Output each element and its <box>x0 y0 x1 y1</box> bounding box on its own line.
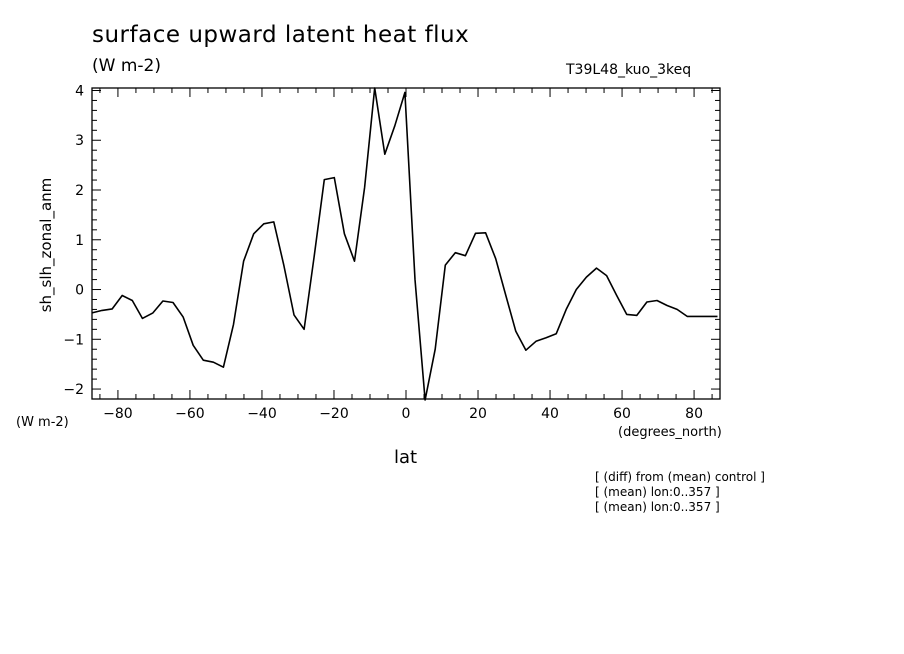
tick-labels: −80 −60 −40 −20 0 20 40 60 80 −2 −1 0 1 2 3 4 <box>63 83 703 422</box>
y-tick-label: 3 <box>75 133 84 149</box>
y-tick-label: 4 <box>75 83 84 99</box>
annotation-line: [ (mean) lon:0..357 ] <box>595 500 720 514</box>
run-label: T39L48_kuo_3keq <box>566 62 692 78</box>
x-tick-label: 40 <box>541 406 559 422</box>
annotation-line: [ (mean) lon:0..357 ] <box>595 485 720 499</box>
x-tick-label: −40 <box>247 406 277 422</box>
series-group <box>91 87 718 401</box>
x-tick-label: 80 <box>685 406 703 422</box>
x-tick-label: −20 <box>319 406 349 422</box>
y-tick-label: −1 <box>63 332 84 348</box>
x-tick-label: −80 <box>103 406 133 422</box>
y-axis-units: (W m-2) <box>16 415 69 430</box>
y-tick-label: −2 <box>63 382 84 398</box>
y-tick-label: 0 <box>75 283 84 299</box>
x-tick-label: 0 <box>402 406 411 422</box>
series-line <box>91 87 718 401</box>
annotations: [ (diff) from (mean) control ] [ (mean) … <box>595 470 765 515</box>
x-axis-units: (degrees_north) <box>618 425 722 440</box>
x-tick-label: 60 <box>613 406 631 422</box>
annotation-line: [ (diff) from (mean) control ] <box>595 470 765 484</box>
y-tick-label: 2 <box>75 183 84 199</box>
plot-frame <box>91 87 721 400</box>
chart-title: surface upward latent heat flux <box>92 22 470 48</box>
x-axis-label: lat <box>394 447 418 468</box>
chart-units: (W m-2) <box>92 56 161 76</box>
y-tick-label: 1 <box>75 233 84 249</box>
x-tick-label: −60 <box>175 406 205 422</box>
x-tick-label: 20 <box>469 406 487 422</box>
axis-ticks <box>92 88 720 400</box>
